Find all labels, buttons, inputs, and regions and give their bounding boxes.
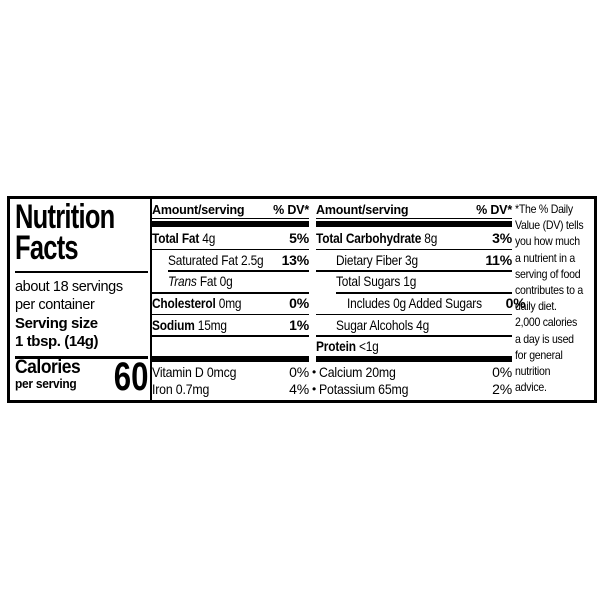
vertical-divider	[150, 199, 152, 400]
calories-sublabel: per serving	[15, 376, 77, 391]
percent-daily-value: 5%	[289, 229, 309, 246]
daily-value-footnote: *The % Daily Value (DV) tells you how mu…	[515, 202, 584, 395]
percent-daily-value: 4%	[289, 380, 309, 397]
hairline-divider	[316, 270, 512, 272]
calories-row: Calories per serving 60	[15, 355, 148, 399]
nutrient-row: Includes 0g Added Sugars 0%	[316, 292, 526, 314]
percent-daily-value: 13%	[281, 251, 310, 268]
micronutrient-name: Iron 0.7mg	[152, 380, 210, 397]
bullet-separator: •	[311, 365, 316, 380]
nutrient-row: Cholesterol 0mg 0%	[152, 292, 309, 314]
servings-per-container: about 18 servings per container	[15, 279, 123, 313]
calories-labels: Calories per serving	[15, 357, 86, 391]
nutrient-row: Sodium 15mg 1%	[152, 313, 309, 336]
nutrient-name: Dietary Fiber 3g	[336, 251, 418, 268]
nutrient-row: Total Sugars 1g	[316, 270, 512, 292]
nutrient-row: Sugar Alcohols 4g	[316, 313, 512, 336]
thick-divider-bar	[152, 221, 309, 227]
percent-daily-value: 0%	[289, 294, 309, 311]
nutrition-facts-title: Nutrition Facts	[15, 198, 115, 267]
divider	[15, 356, 148, 359]
column-header: Amount/serving % DV*	[316, 202, 512, 219]
nutrient-row: Dietary Fiber 3g 11%	[316, 248, 512, 271]
micronutrient-name: Potassium 65mg	[319, 380, 409, 397]
hairline-divider	[152, 335, 309, 337]
vitamins-minerals-section: Vitamin D 0mcg 0% • Calcium 20mg 0% Iron 0.7m…	[152, 364, 512, 397]
amount-serving-heading: Amount/serving	[152, 203, 245, 217]
hairline-divider	[152, 248, 309, 251]
nutrient-column-fat: Amount/serving % DV* Total Fat 4g 5% Saturat…	[152, 202, 309, 357]
nutrient-name: Trans Fat 0g	[168, 273, 233, 290]
nutrient-name: Total Fat 4g	[152, 229, 216, 246]
nutrition-facts-label: Nutrition Facts about 18 servings per co…	[7, 196, 597, 403]
nutrient-name: Sodium 15mg	[152, 316, 227, 333]
hairline-divider	[336, 292, 512, 294]
nutrient-name: Sugar Alcohols 4g	[336, 316, 430, 333]
bullet-separator: •	[311, 381, 316, 396]
nutrient-column-carbohydrate: Amount/serving % DV* Total Carbohydrate 8g…	[316, 202, 526, 357]
nutrient-row: Total Carbohydrate 8g 3%	[316, 227, 512, 249]
nutrient-name: Protein <1g	[316, 338, 379, 355]
nutrient-row: Protein <1g	[316, 335, 512, 357]
divider	[15, 271, 148, 273]
percent-daily-value: 0%	[289, 364, 309, 381]
nutrient-row: Trans Fat 0g	[152, 270, 309, 292]
percent-daily-value: 1%	[289, 316, 309, 333]
hairline-divider	[168, 270, 309, 272]
percent-dv-heading: % DV*	[273, 203, 309, 217]
percent-dv-heading: % DV*	[476, 203, 512, 217]
micronutrient-name: Vitamin D 0mcg	[152, 364, 237, 381]
percent-daily-value: 0%	[505, 294, 526, 311]
nutrient-name: Cholesterol 0mg	[152, 294, 242, 311]
nutrient-row: Total Fat 4g 5%	[152, 227, 309, 249]
hairline-divider	[152, 292, 309, 294]
percent-daily-value: 2%	[492, 380, 512, 397]
calories-value: 60	[113, 355, 148, 399]
amount-serving-heading: Amount/serving	[316, 203, 409, 217]
percent-daily-value: 0%	[492, 364, 512, 381]
empty-row	[152, 335, 309, 357]
percent-daily-value: 11%	[485, 251, 512, 268]
thick-divider-bar	[152, 356, 309, 362]
hairline-divider	[152, 313, 309, 316]
micronutrient-row: Vitamin D 0mcg 0% • Calcium 20mg 0%	[152, 364, 512, 380]
micronutrient-row: Iron 0.7mg 4% • Potassium 65mg 2%	[152, 380, 512, 397]
hairline-divider	[316, 313, 512, 316]
thick-divider-bar	[316, 221, 512, 227]
thick-divider-bar	[316, 356, 512, 362]
percent-daily-value: 3%	[492, 229, 512, 246]
nutrient-name: Total Carbohydrate 8g	[316, 229, 438, 246]
calories-label: Calories	[15, 357, 81, 378]
hairline-divider	[316, 248, 512, 251]
nutrient-name: Total Sugars 1g	[336, 273, 417, 290]
label-left-panel: Nutrition Facts about 18 servings per co…	[15, 198, 148, 399]
hairline-divider	[316, 335, 512, 337]
serving-size: Serving size 1 tbsp. (14g)	[15, 315, 99, 350]
nutrient-name: Includes 0g Added Sugars	[347, 294, 482, 311]
column-header: Amount/serving % DV*	[152, 202, 309, 219]
micronutrient-name: Calcium 20mg	[319, 364, 396, 381]
nutrient-row: Saturated Fat 2.5g 13%	[152, 248, 310, 271]
nutrient-name: Saturated Fat 2.5g	[168, 251, 264, 268]
